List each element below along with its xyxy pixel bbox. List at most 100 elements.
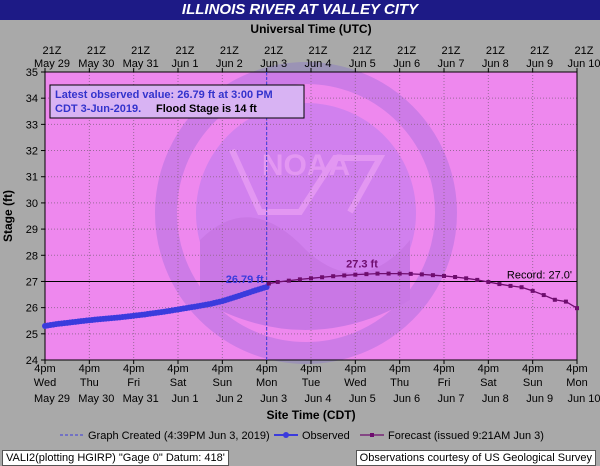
forecast-point xyxy=(342,273,347,278)
y-tick-label: 32 xyxy=(26,146,38,158)
top-tick-label-time: 21Z xyxy=(397,45,416,57)
y-tick-label: 35 xyxy=(26,67,38,79)
x-tick-label-day: Sat xyxy=(170,377,187,389)
x-tick-label-date: Jun 10 xyxy=(567,393,600,405)
observed-latest-label: 26.79 ft xyxy=(226,274,264,286)
x-tick-label-date: May 31 xyxy=(123,393,159,405)
chart-title: ILLINOIS RIVER AT VALLEY CITY xyxy=(0,0,600,20)
top-tick-label-date: Jun 4 xyxy=(305,58,332,70)
top-tick-label-date: Jun 10 xyxy=(567,58,600,70)
legend-graph-created-label: Graph Created (4:39PM Jun 3, 2019) xyxy=(88,430,270,442)
x-tick-label-day: Thu xyxy=(390,377,409,389)
x-tick-label-day: Mon xyxy=(256,377,277,389)
top-tick-label-date: Jun 7 xyxy=(438,58,465,70)
top-tick-label-time: 21Z xyxy=(442,45,461,57)
x-tick-label-day: Wed xyxy=(344,377,366,389)
forecast-point xyxy=(563,299,568,304)
top-tick-label-date: Jun 8 xyxy=(482,58,509,70)
x-tick-label-day: Tue xyxy=(302,377,321,389)
noaa-seal-ring xyxy=(155,62,457,364)
x-tick-label-date: May 30 xyxy=(78,393,114,405)
forecast-point xyxy=(508,283,513,288)
forecast-point xyxy=(309,276,313,281)
forecast-point xyxy=(519,285,524,290)
x-tick-label-time: 4pm xyxy=(389,363,410,375)
top-tick-label-date: May 29 xyxy=(34,58,70,70)
top-tick-label-time: 21Z xyxy=(43,45,62,57)
info-box-line1: Latest observed value: 26.79 ft at 3:00 … xyxy=(55,89,273,101)
x-tick-label-time: 4pm xyxy=(34,363,55,375)
forecast-point xyxy=(331,274,336,279)
legend-observed-label: Observed xyxy=(302,430,350,442)
x-tick-label-time: 4pm xyxy=(123,363,144,375)
x-tick-label-time: 4pm xyxy=(345,363,366,375)
top-tick-label-date: Jun 6 xyxy=(393,58,420,70)
y-tick-label: 28 xyxy=(26,250,38,262)
legend-forecast-marker xyxy=(370,433,374,437)
forecast-point xyxy=(486,279,491,284)
x-tick-label-day: Mon xyxy=(566,377,587,389)
footer-bar: VALI2(plotting HGIRP) "Gage 0" Datum: 41… xyxy=(0,446,600,466)
y-tick-label: 31 xyxy=(26,172,38,184)
legend-forecast-label: Forecast (issued 9:21AM Jun 3) xyxy=(388,430,544,442)
x-tick-label-day: Wed xyxy=(34,377,56,389)
top-tick-label-date: Jun 9 xyxy=(526,58,553,70)
record-label: Record: 27.0' xyxy=(507,269,572,281)
top-tick-label-time: 21Z xyxy=(220,45,239,57)
top-tick-label-time: 21Z xyxy=(575,45,594,57)
x-tick-label-day: Fri xyxy=(438,377,451,389)
top-tick-label-date: Jun 3 xyxy=(260,58,287,70)
forecast-point xyxy=(430,273,435,278)
forecast-point xyxy=(364,272,369,277)
x-tick-label-date: Jun 6 xyxy=(393,393,420,405)
top-tick-label-date: May 30 xyxy=(78,58,114,70)
forecast-point xyxy=(475,277,480,282)
forecast-point xyxy=(297,277,302,282)
info-box-background xyxy=(49,84,305,119)
forecast-point xyxy=(275,279,280,284)
x-tick-label-day: Sun xyxy=(523,377,543,389)
top-tick-label-time: 21Z xyxy=(353,45,372,57)
y-tick-label: 27 xyxy=(26,276,38,288)
x-tick-label-day: Sat xyxy=(480,377,497,389)
top-tick-label-time: 21Z xyxy=(264,45,283,57)
x-tick-label-time: 4pm xyxy=(212,363,233,375)
y-tick-label: 25 xyxy=(26,329,38,341)
forecast-point xyxy=(541,293,546,298)
y-axis-title: Stage (ft) xyxy=(1,190,15,242)
y-tick-label: 24 xyxy=(26,355,38,367)
top-tick-label-time: 21Z xyxy=(309,45,328,57)
forecast-point xyxy=(408,271,413,276)
x-tick-label-time: 4pm xyxy=(256,363,277,375)
top-tick-label-date: Jun 5 xyxy=(349,58,376,70)
x-tick-label-time: 4pm xyxy=(478,363,499,375)
forecast-point xyxy=(386,271,391,276)
latest-observation-box: Latest observed value: 26.79 ft at 3:00 … xyxy=(49,84,305,119)
y-tick-label: 33 xyxy=(26,119,38,131)
y-tick-label: 34 xyxy=(26,93,38,105)
top-tick-label-time: 21Z xyxy=(87,45,106,57)
y-tick-label: 30 xyxy=(26,198,38,210)
top-axis-title: Universal Time (UTC) xyxy=(250,22,371,36)
noaa-seal-bird xyxy=(229,148,386,215)
forecast-point xyxy=(266,281,271,286)
x-tick-label-date: Jun 5 xyxy=(349,393,376,405)
legend: Graph Created (4:39PM Jun 3, 2019) Observ… xyxy=(60,430,544,442)
forecast-point xyxy=(320,275,325,280)
gage-datum-text: VALI2(plotting HGIRP) "Gage 0" Datum: 41… xyxy=(2,450,229,466)
x-axis-title: Site Time (CDT) xyxy=(266,408,355,422)
x-tick-label-date: Jun 9 xyxy=(526,393,553,405)
forecast-peak-label: 27.3 ft xyxy=(346,259,378,271)
top-tick-label-date: May 31 xyxy=(123,58,159,70)
x-tick-label-time: 4pm xyxy=(566,363,587,375)
x-tick-label-time: 4pm xyxy=(300,363,321,375)
forecast-point xyxy=(419,272,424,277)
noaa-seal-disc xyxy=(196,103,416,323)
forecast-point xyxy=(453,275,458,280)
top-tick-label-date: Jun 2 xyxy=(216,58,243,70)
forecast-point xyxy=(530,288,535,293)
forecast-point xyxy=(552,297,557,302)
top-tick-label-time: 21Z xyxy=(486,45,505,57)
top-tick-label-time: 21Z xyxy=(131,45,150,57)
